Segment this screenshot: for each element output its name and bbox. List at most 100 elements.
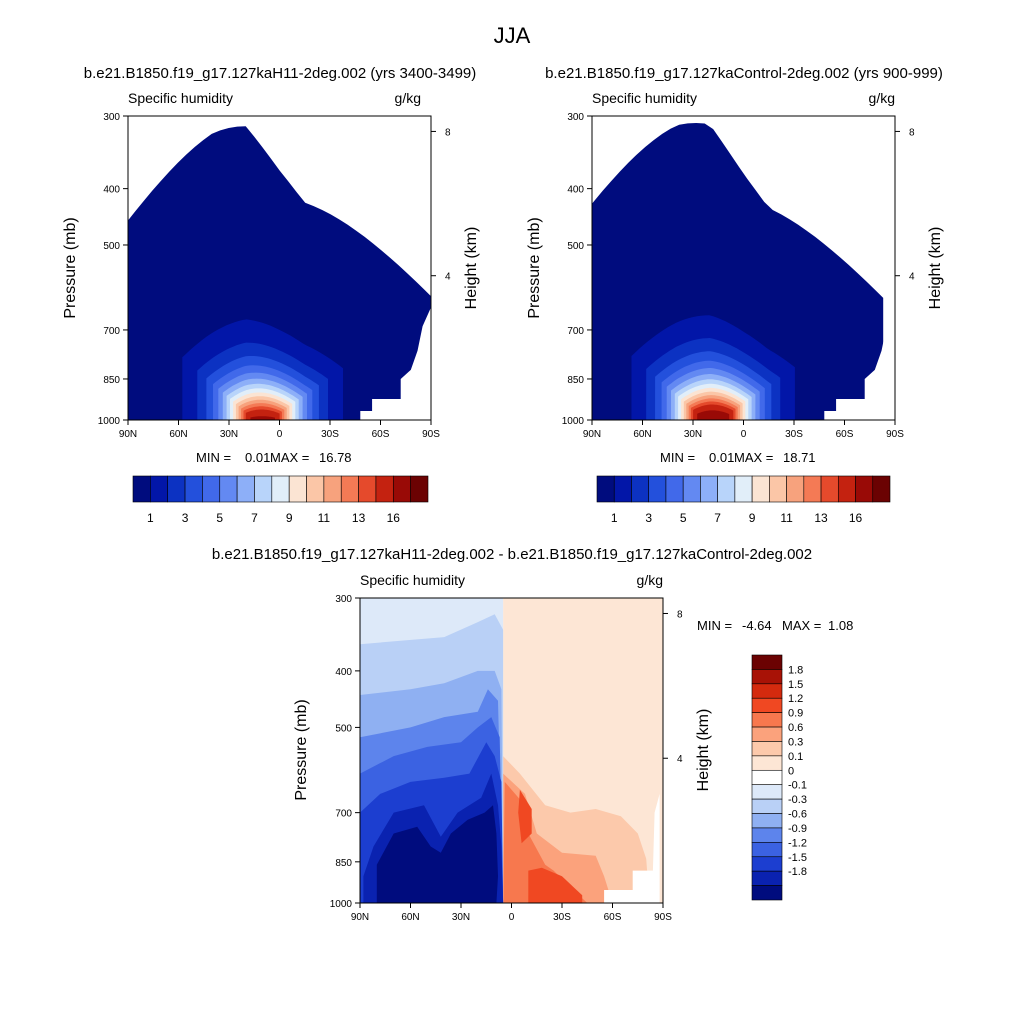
y-tick-label: 700 [567,326,584,337]
x-tick-label: 90N [583,429,601,440]
colorbar-label: 3 [182,511,189,525]
colorbar-swatch [751,798,783,814]
colorbar-label: 1.5 [788,679,803,691]
colorbar-swatch [613,475,632,503]
contour-band [376,805,498,903]
colorbar: 1 3 5 7 9 11 13 16 [132,475,429,525]
x-tick-label: 0 [741,429,747,440]
y-tick-label: 700 [103,326,120,337]
panel-h11: b.e21.B1850.f19_g17.127kaH11-2deg.002 (y… [62,65,480,525]
y-tick-label: 1000 [330,899,353,910]
y-tick-label: 850 [567,375,584,386]
units-label: g/kg [869,90,895,106]
colorbar-swatch [631,475,650,503]
panel-run-title: b.e21.B1850.f19_g17.127kaH11-2deg.002 (y… [84,65,477,82]
field-label: Specific humidity [128,90,233,106]
contour-plot [592,123,895,420]
difference-title: b.e21.B1850.f19_g17.127kaH11-2deg.002 - … [212,546,812,563]
colorbar-swatch [872,475,891,503]
colorbar-swatch [751,654,783,670]
y-right-tick-label: 8 [909,127,915,138]
colorbar-swatch [596,475,615,503]
colorbar-label: 13 [814,511,828,525]
y-axis-label: Pressure (mb) [526,217,543,318]
colorbar-label: -0.6 [788,809,807,821]
x-tick-label: 90N [119,429,137,440]
colorbar-swatch [751,769,783,786]
colorbar-swatch [751,755,783,771]
max-label: MAX = [782,618,821,633]
min-label: MIN = [697,618,732,633]
colorbar-label: 16 [387,511,401,525]
y-tick-label: 1000 [98,416,121,427]
min-label: MIN = [196,450,231,465]
colorbar-swatch [837,475,856,503]
colorbar-swatch [323,475,342,503]
colorbar-swatch [855,475,874,503]
x-tick-label: 60N [401,912,419,923]
colorbar-swatch [271,475,290,503]
colorbar-swatch [184,475,203,503]
units-label: g/kg [637,572,663,588]
colorbar-label: 5 [216,511,223,525]
x-tick-label: 60N [169,429,187,440]
colorbar-swatch [648,475,667,503]
max-value: 1.08 [828,618,853,633]
colorbar-swatch [751,885,783,901]
colorbar-label: -0.3 [788,794,807,806]
colorbar-label: 1 [611,511,618,525]
colorbar-swatch [717,475,736,503]
panel-control: b.e21.B1850.f19_g17.127kaControl-2deg.00… [526,65,944,525]
colorbar-label: 11 [318,511,331,525]
y-tick-label: 500 [567,241,584,252]
y-tick-label: 400 [567,185,584,196]
contour-band [528,867,583,903]
x-tick-label: 0 [277,429,283,440]
panel-run-title: b.e21.B1850.f19_g17.127kaControl-2deg.00… [545,65,943,82]
colorbar-label: -1.2 [788,837,807,849]
y-axis-ticks: 300 400 500 700 850 1000 [562,112,592,427]
colorbar: 1 3 5 7 9 11 13 16 [596,475,891,525]
x-tick-label: 30S [553,912,571,923]
y-right-axis-label: Height (km) [695,709,712,792]
x-tick-label: 0 [509,912,515,923]
x-tick-label: 60S [372,429,390,440]
figure-title: JJA [494,23,531,48]
max-value: 16.78 [319,450,352,465]
colorbar-label: 0.9 [788,708,803,720]
colorbar-swatch [751,697,783,713]
x-tick-label: 60N [633,429,651,440]
x-tick-label: 90S [422,429,440,440]
y-axis-label: Pressure (mb) [62,217,79,318]
panel-difference: b.e21.B1850.f19_g17.127kaH11-2deg.002 - … [212,546,853,923]
colorbar-swatch [288,475,307,503]
y-right-axis-label: Height (km) [927,227,944,310]
max-label: MAX = [734,450,773,465]
field-label: Specific humidity [592,90,697,106]
colorbar-label: 0 [788,765,794,777]
y-right-axis-ticks: 84 [431,127,451,283]
colorbar-label: 7 [714,511,721,525]
x-tick-label: 90S [654,912,672,923]
colorbar-swatch [751,475,770,503]
colorbar-label: 1 [147,511,154,525]
colorbar-label: 1.2 [788,693,803,705]
x-tick-label: 90N [351,912,369,923]
contour-plot [128,126,431,420]
x-axis-ticks: 90N 60N 30N 0 30S 60S 90S [583,420,904,440]
colorbar-swatch [751,726,783,742]
colorbar-swatch [202,475,221,503]
x-tick-label: 30N [684,429,702,440]
y-axis-ticks: 300 400 500 700 850 1000 [330,594,360,910]
colorbar-swatch [665,475,684,503]
colorbar-swatch [751,827,783,843]
colorbar-label: 0.1 [788,751,803,763]
colorbar-label: 7 [251,511,258,525]
colorbar-swatch [820,475,839,503]
colorbar-swatch [167,475,186,503]
colorbar-swatch [132,475,151,503]
colorbar: 1.8 1.5 1.2 0.9 0.6 0.3 0.1 0 -0.1 -0.3 -0.6 -0.9 -1… [751,654,807,901]
contour-band [250,416,275,420]
colorbar-swatch [340,475,359,503]
colorbar-label: 5 [680,511,687,525]
